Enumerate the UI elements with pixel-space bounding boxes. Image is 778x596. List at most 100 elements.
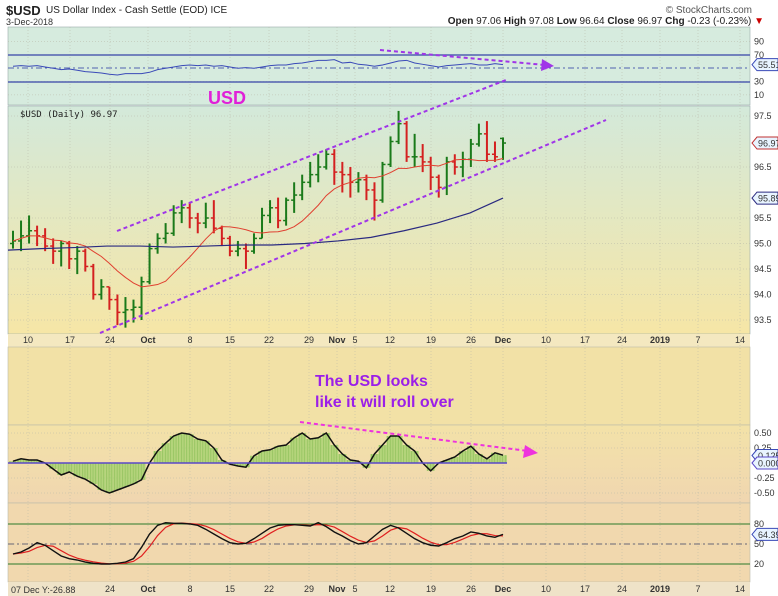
symbol: $USD	[6, 3, 41, 18]
x-tick-label: 5	[352, 335, 357, 345]
macd-histogram-bar	[193, 439, 202, 463]
price-bar	[283, 197, 290, 226]
x-tick-label: 24	[105, 584, 115, 594]
price-bar	[106, 286, 113, 310]
price-bar	[90, 263, 97, 300]
price-value-label: 96.97	[758, 139, 778, 149]
y-tick-label: 93.5	[754, 315, 772, 325]
y-tick-label: 10	[754, 90, 764, 100]
price-bar	[331, 149, 338, 185]
macd-histogram-bar	[121, 463, 130, 487]
macd-panel	[7, 424, 751, 504]
macd-histogram-bar	[298, 433, 307, 463]
macd-histogram-bar	[266, 449, 275, 463]
price-panel-title: $USD (Daily) 96.97	[20, 110, 118, 120]
macd-histogram-bar	[249, 455, 258, 463]
macd-histogram-bar	[450, 457, 459, 463]
macd-histogram-bar	[338, 454, 347, 463]
y-tick-label: 97.5	[754, 111, 772, 121]
macd-histogram-bar	[482, 458, 491, 463]
macd-histogram-bar	[65, 463, 74, 472]
price-bar	[427, 156, 434, 190]
price-bar	[387, 136, 394, 167]
price-bar	[138, 276, 145, 320]
usd-annotation: USD	[208, 88, 246, 108]
macd-histogram-bar	[17, 458, 26, 463]
x-tick-label: 7	[695, 335, 700, 345]
price-bar	[363, 174, 370, 201]
stoch-slow-line	[12, 522, 504, 565]
y-tick-label: 0.50	[754, 428, 772, 438]
macd-histogram-bar	[499, 455, 507, 463]
price-bar	[202, 202, 209, 229]
channel-lower-line	[99, 119, 607, 334]
macd-histogram-bar	[490, 452, 499, 463]
macd-histogram-bar	[81, 463, 90, 480]
macd-histogram-bar	[322, 433, 331, 463]
price-bar	[395, 110, 402, 145]
x-tick-label: 14	[735, 335, 745, 345]
price-bar	[66, 240, 73, 269]
price-bar	[162, 223, 169, 244]
y-tick-label: 94.5	[754, 264, 772, 274]
ma-value-label-tag	[751, 191, 778, 205]
price-bar	[146, 243, 153, 285]
macd-histogram-bar	[113, 463, 122, 490]
low-label: Low	[556, 16, 577, 27]
x-tick-label: 14	[735, 584, 745, 594]
price-bar	[98, 279, 105, 300]
macd-value-label: 0.125	[758, 451, 778, 461]
macd-histogram-bar	[442, 460, 451, 463]
close-value: 96.97	[637, 16, 663, 27]
close-label: Close	[607, 16, 635, 27]
macd-zero-label: 0.000	[758, 459, 778, 469]
macd-histogram-bar	[386, 436, 395, 463]
macd-histogram-bar	[346, 460, 355, 463]
y-tick-label: 96.5	[754, 162, 772, 172]
low-value: 96.64	[579, 16, 605, 27]
stoch-panel	[7, 502, 751, 583]
y-tick-label: -0.25	[754, 473, 775, 483]
xaxis-strip-top	[8, 334, 750, 347]
price-value-label-tag	[751, 136, 778, 150]
macd-histogram-bar	[97, 463, 106, 490]
brand-logo[interactable]: © StockCharts.com	[665, 5, 752, 16]
macd-histogram-bar	[49, 463, 58, 469]
x-tick-label: 17	[580, 584, 590, 594]
macd-histogram-bar	[258, 451, 267, 463]
x-tick-label: 10	[541, 335, 551, 345]
y-tick-label: 80	[754, 519, 764, 529]
macd-histogram-bar	[378, 445, 387, 463]
price-bar	[475, 123, 482, 147]
macd-histogram-bar	[153, 451, 162, 463]
note-line-1: The USD looks	[315, 373, 428, 390]
price-bar	[114, 294, 121, 326]
x-tick-label: 15	[225, 584, 235, 594]
instrument-name: US Dollar Index - Cash Settle (EOD) ICE	[46, 5, 228, 16]
annotation-panel	[7, 346, 751, 426]
x-tick-label: 22	[264, 584, 274, 594]
price-bar	[491, 141, 498, 162]
macd-histogram-bar	[57, 463, 66, 475]
open-label: Open	[447, 16, 474, 27]
macd-histogram-bar	[73, 463, 82, 477]
arrowhead-icon	[541, 59, 554, 71]
x-tick-label: 10	[23, 335, 33, 345]
macd-histogram-bar	[25, 460, 34, 463]
ma-value-label: 95.89	[758, 194, 778, 204]
x-tick-label: 7	[695, 584, 700, 594]
macd-histogram-bar	[209, 448, 218, 463]
macd-histogram-bar	[217, 460, 226, 463]
x-tick-label: 12	[385, 584, 395, 594]
macd-histogram-bar	[330, 445, 339, 463]
price-bar	[451, 154, 458, 175]
x-tick-label: Dec	[495, 335, 512, 345]
y-tick-label: 50	[754, 539, 764, 549]
price-bar	[339, 161, 346, 193]
x-tick-label: 29	[304, 584, 314, 594]
short-moving-average-line	[12, 157, 504, 288]
macd-histogram-bar	[169, 436, 178, 463]
x-tick-label: Oct	[140, 584, 155, 594]
x-tick-label: 17	[65, 335, 75, 345]
bottom-first-label: 07 Dec Y:-26.88	[11, 585, 75, 595]
